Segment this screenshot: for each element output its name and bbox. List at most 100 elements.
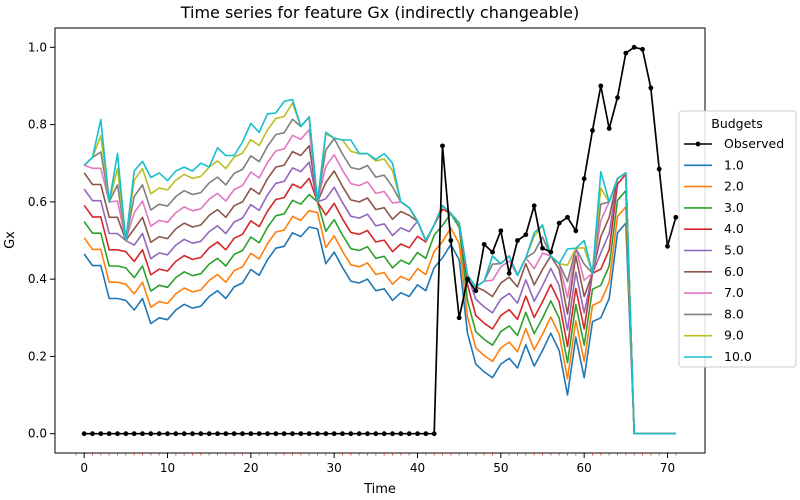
observed-point <box>606 126 612 131</box>
observed-point <box>456 315 462 321</box>
observed-point <box>248 431 254 437</box>
observed-point <box>473 288 479 294</box>
series-line-budget-7.0 <box>83 128 676 435</box>
y-tick-label: 0.0 <box>28 427 47 441</box>
legend-label: Observed <box>724 136 784 151</box>
legend-title: Budgets <box>711 116 762 131</box>
x-tick-label: 50 <box>493 461 508 475</box>
observed-point <box>206 431 212 437</box>
x-tick-label: 10 <box>160 461 175 475</box>
observed-point <box>398 431 404 437</box>
observed-point <box>123 431 129 437</box>
legend-label: 3.0 <box>724 200 744 215</box>
observed-point <box>348 431 354 437</box>
observed-point <box>423 431 429 437</box>
observed-point <box>615 95 620 100</box>
y-tick-label: 0.8 <box>28 118 47 132</box>
observed-point <box>490 249 495 255</box>
observed-point <box>181 431 187 437</box>
observed-point <box>173 431 179 437</box>
legend-label: 10.0 <box>724 349 752 364</box>
legend-label: 1.0 <box>724 157 744 172</box>
legend-label: 7.0 <box>724 285 744 300</box>
observed-point <box>156 431 162 437</box>
legend-items: Observed 1.0 2.0 3.0 4.0 5.0 6.0 7.0 8.0 9.0 10.0 <box>684 136 784 364</box>
observed-point <box>565 214 570 220</box>
observed-point <box>373 431 379 437</box>
legend-frame <box>678 110 797 368</box>
series-line-budget-9.0 <box>83 102 676 435</box>
observed-point <box>323 431 329 437</box>
x-axis: 0 10 20 30 40 50 60 70 <box>75 453 677 475</box>
observed-point <box>115 431 120 437</box>
observed-point <box>498 228 504 234</box>
observed-point <box>581 176 587 182</box>
x-tick-label: 0 <box>80 461 88 475</box>
observed-point <box>356 431 362 437</box>
observed-point <box>556 220 562 226</box>
y-axis: 0.0 0.2 0.4 0.6 0.8 1.0 <box>28 40 55 441</box>
observed-point <box>540 245 545 251</box>
chart-title: Time series for feature Gx (indirectly c… <box>180 3 580 22</box>
legend-label: 6.0 <box>724 264 744 279</box>
legend-marker <box>695 141 701 147</box>
observed-point <box>240 431 245 437</box>
observed-point <box>365 431 370 437</box>
legend-label: 5.0 <box>724 243 744 258</box>
legend-label: 4.0 <box>724 221 744 236</box>
observed-point <box>190 431 195 437</box>
observed-point <box>131 431 137 437</box>
series-line-budget-6.0 <box>83 145 676 435</box>
observed-point <box>590 127 595 133</box>
observed-point <box>440 143 445 149</box>
observed-point <box>481 241 487 247</box>
plot-area <box>81 44 679 437</box>
observed-point <box>406 431 412 437</box>
observed-point <box>573 228 579 234</box>
observed-point <box>631 44 637 50</box>
observed-point <box>381 431 387 437</box>
y-tick-label: 0.6 <box>28 195 47 209</box>
observed-point <box>265 431 270 437</box>
observed-point <box>465 276 470 282</box>
observed-point <box>298 431 304 437</box>
observed-point <box>198 431 204 437</box>
observed-point <box>448 238 454 243</box>
observed-point <box>223 431 229 437</box>
observed-point <box>623 50 629 56</box>
observed-point <box>673 214 679 220</box>
legend-label: 2.0 <box>724 179 744 194</box>
observed-point <box>531 203 537 209</box>
observed-point <box>273 431 279 437</box>
x-tick-label: 20 <box>243 461 258 475</box>
legend: Budgets Observed 1.0 2.0 3.0 4.0 5.0 6.0 7.0 8.0… <box>678 110 797 368</box>
series-line-budget-5.0 <box>83 161 676 435</box>
observed-point <box>515 238 520 243</box>
observed-point <box>648 85 654 91</box>
x-tick-label: 60 <box>577 461 592 475</box>
legend-label: 9.0 <box>724 328 744 343</box>
observed-point <box>548 249 554 255</box>
legend-label: 8.0 <box>724 306 744 321</box>
observed-point <box>598 83 604 89</box>
observed-point <box>281 431 287 437</box>
observed-point <box>665 243 670 249</box>
x-tick-label: 70 <box>660 461 675 475</box>
observed-point <box>81 431 87 437</box>
observed-point <box>165 431 170 437</box>
observed-point <box>523 232 529 238</box>
series-line-budget-1.0 <box>83 222 676 435</box>
observed-point <box>106 431 112 437</box>
y-tick-label: 1.0 <box>28 40 47 54</box>
observed-point <box>331 431 337 437</box>
observed-point <box>215 431 220 437</box>
series-line-budget-4.0 <box>83 173 676 435</box>
y-axis-label: Gx <box>3 231 18 249</box>
observed-point <box>140 431 145 437</box>
observed-point <box>231 431 237 437</box>
observed-point <box>98 431 104 437</box>
observed-point <box>640 46 645 52</box>
observed-point <box>415 431 420 437</box>
